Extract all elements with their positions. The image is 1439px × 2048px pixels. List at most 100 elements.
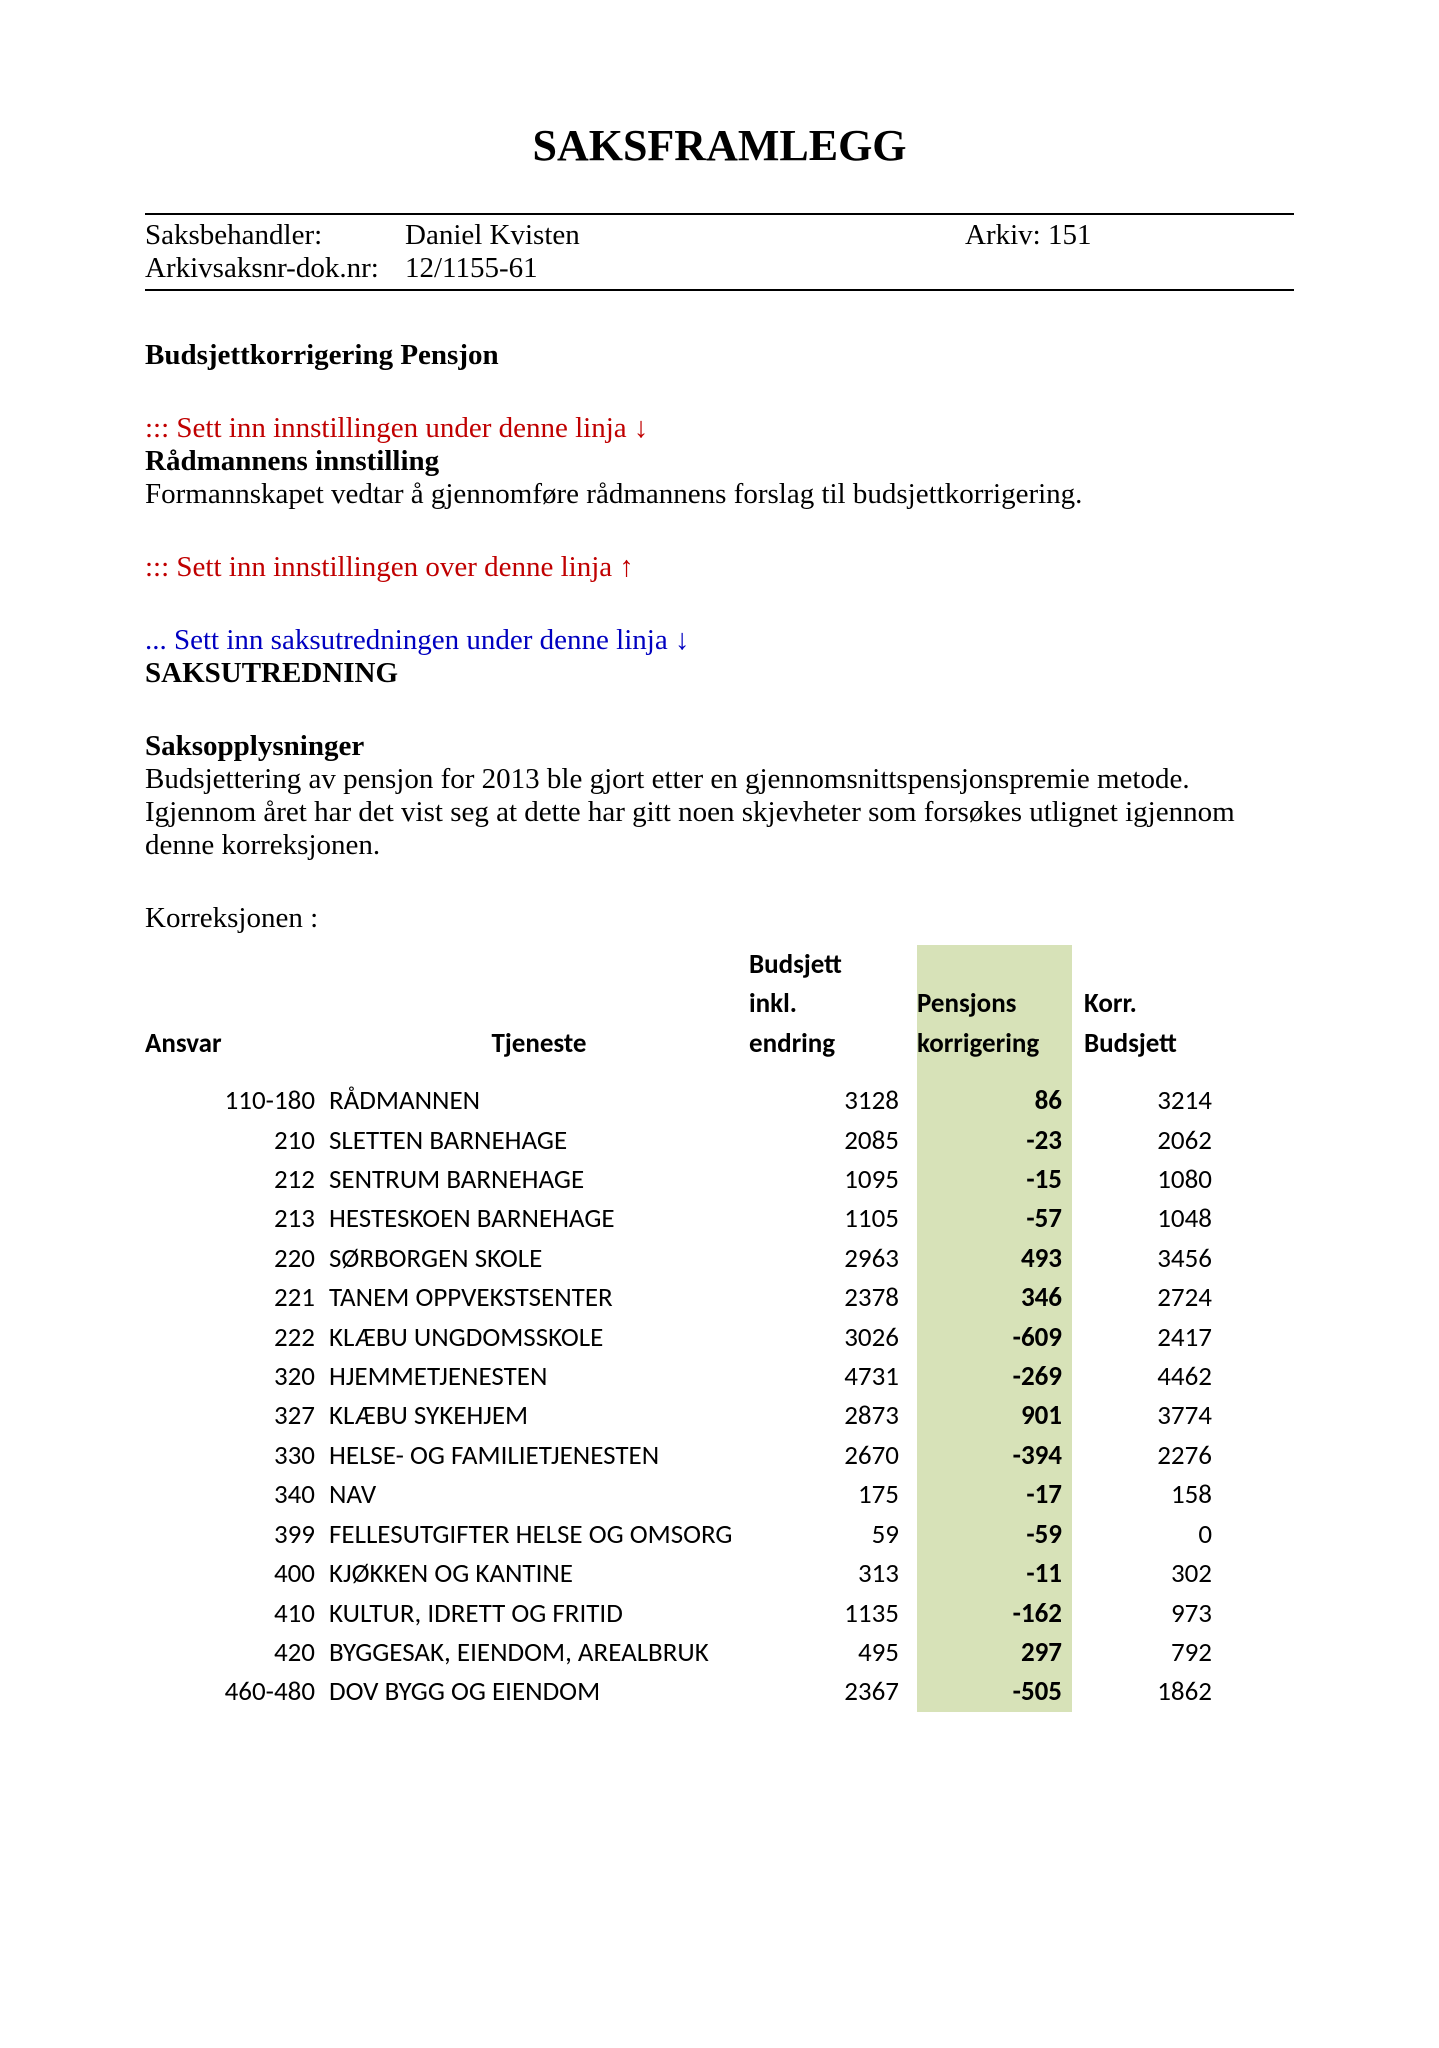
meta-row-1: Saksbehandler: Daniel Kvisten Arkiv: 151	[145, 219, 1294, 252]
raadmann-text: Formannskapet vedtar å gjennomføre rådma…	[145, 478, 1294, 511]
page-title: SAKSFRAMLEGG	[145, 120, 1294, 171]
cell-budsjett: 1095	[749, 1160, 917, 1199]
cell-korr: 2062	[1072, 1121, 1212, 1160]
cell-ansvar: 221	[145, 1278, 329, 1317]
cell-pensjon: 901	[917, 1396, 1072, 1435]
cell-tjeneste: KLÆBU SYKEHJEM	[329, 1396, 749, 1435]
table-row: 220SØRBORGEN SKOLE29634933456	[145, 1239, 1294, 1278]
template-marker-under: ::: Sett inn innstillingen under denne l…	[145, 412, 1294, 445]
cell-korr: 2276	[1072, 1436, 1212, 1475]
cell-pensjon: -505	[917, 1672, 1072, 1711]
table-row: 460-480DOV BYGG OG EIENDOM2367-5051862	[145, 1672, 1294, 1711]
cell-ansvar: 400	[145, 1554, 329, 1593]
cell-budsjett: 4731	[749, 1357, 917, 1396]
cell-tjeneste: SENTRUM BARNEHAGE	[329, 1160, 749, 1199]
cell-korr: 1048	[1072, 1199, 1212, 1238]
hdr-budsjett-l1: Budsjett	[749, 945, 899, 984]
cell-tjeneste: HELSE- OG FAMILIETJENESTEN	[329, 1436, 749, 1475]
cell-pensjon: -609	[917, 1318, 1072, 1357]
table-row: 320HJEMMETJENESTEN4731-2694462	[145, 1357, 1294, 1396]
hdr-korr-l1: Korr.	[1084, 984, 1224, 1023]
cell-korr: 0	[1072, 1515, 1212, 1554]
cell-korr: 792	[1072, 1633, 1212, 1672]
label-saksbehandler: Saksbehandler:	[145, 219, 405, 252]
cell-pensjon: 493	[917, 1239, 1072, 1278]
table-row: 212SENTRUM BARNEHAGE1095-151080	[145, 1160, 1294, 1199]
cell-pensjon: -394	[917, 1436, 1072, 1475]
cell-budsjett: 2670	[749, 1436, 917, 1475]
korreksjonen-label: Korreksjonen :	[145, 902, 1294, 935]
cell-budsjett: 313	[749, 1554, 917, 1593]
cell-pensjon: 86	[917, 1081, 1072, 1120]
cell-tjeneste: SLETTEN BARNEHAGE	[329, 1121, 749, 1160]
cell-ansvar: 327	[145, 1396, 329, 1435]
cell-ansvar: 213	[145, 1199, 329, 1238]
cell-tjeneste: DOV BYGG OG EIENDOM	[329, 1672, 749, 1711]
value-saksbehandler: Daniel Kvisten	[405, 219, 965, 252]
cell-budsjett: 2873	[749, 1396, 917, 1435]
document-page: SAKSFRAMLEGG Saksbehandler: Daniel Kvist…	[0, 0, 1439, 2048]
saksopplysninger-title: Saksopplysninger	[145, 730, 1294, 763]
cell-budsjett: 1105	[749, 1199, 917, 1238]
cell-tjeneste: RÅDMANNEN	[329, 1081, 749, 1120]
cell-ansvar: 320	[145, 1357, 329, 1396]
cell-ansvar: 410	[145, 1594, 329, 1633]
table-row: 330HELSE- OG FAMILIETJENESTEN2670-394227…	[145, 1436, 1294, 1475]
raadmann-title: Rådmannens innstilling	[145, 445, 1294, 478]
hdr-budsjett-l3: endring	[749, 1024, 899, 1063]
cell-ansvar: 220	[145, 1239, 329, 1278]
value-arkivsaksnr: 12/1155-61	[405, 252, 965, 285]
cell-ansvar: 330	[145, 1436, 329, 1475]
hdr-pensjon-l1: Pensjons	[917, 984, 1062, 1023]
cell-pensjon: 346	[917, 1278, 1072, 1317]
table-row: 410KULTUR, IDRETT OG FRITID1135-162973	[145, 1594, 1294, 1633]
cell-ansvar: 212	[145, 1160, 329, 1199]
table-row: 213HESTESKOEN BARNEHAGE1105-571048	[145, 1199, 1294, 1238]
cell-budsjett: 2963	[749, 1239, 917, 1278]
cell-budsjett: 1135	[749, 1594, 917, 1633]
cell-budsjett: 175	[749, 1475, 917, 1514]
cell-korr: 3456	[1072, 1239, 1212, 1278]
cell-tjeneste: FELLESUTGIFTER HELSE OG OMSORG	[329, 1515, 749, 1554]
table-row: 340NAV175-17158	[145, 1475, 1294, 1514]
cell-tjeneste: HESTESKOEN BARNEHAGE	[329, 1199, 749, 1238]
case-meta-box: Saksbehandler: Daniel Kvisten Arkiv: 151…	[145, 213, 1294, 291]
cell-pensjon: -17	[917, 1475, 1072, 1514]
cell-tjeneste: KULTUR, IDRETT OG FRITID	[329, 1594, 749, 1633]
table-header-row: Ansvar Tjeneste Budsjett inkl. endring P…	[145, 945, 1294, 1063]
cell-budsjett: 495	[749, 1633, 917, 1672]
table-row: 222KLÆBU UNGDOMSSKOLE3026-6092417	[145, 1318, 1294, 1357]
cell-korr: 302	[1072, 1554, 1212, 1593]
cell-korr: 3214	[1072, 1081, 1212, 1120]
cell-tjeneste: KJØKKEN OG KANTINE	[329, 1554, 749, 1593]
table-row: 400KJØKKEN OG KANTINE313-11302	[145, 1554, 1294, 1593]
cell-ansvar: 420	[145, 1633, 329, 1672]
label-arkiv: Arkiv: 151	[965, 219, 1294, 252]
table-row: 221TANEM OPPVEKSTSENTER23783462724	[145, 1278, 1294, 1317]
cell-budsjett: 3128	[749, 1081, 917, 1120]
cell-ansvar: 399	[145, 1515, 329, 1554]
table-header-spacer	[145, 1063, 1294, 1081]
table-row: 210SLETTEN BARNEHAGE2085-232062	[145, 1121, 1294, 1160]
hdr-pensjon-l2: korrigering	[917, 1024, 1062, 1063]
meta-row-2: Arkivsaksnr-dok.nr: 12/1155-61	[145, 252, 1294, 285]
cell-budsjett: 59	[749, 1515, 917, 1554]
cell-budsjett: 3026	[749, 1318, 917, 1357]
cell-tjeneste: HJEMMETJENESTEN	[329, 1357, 749, 1396]
template-marker-over: ::: Sett inn innstillingen over denne li…	[145, 551, 1294, 584]
cell-tjeneste: KLÆBU UNGDOMSSKOLE	[329, 1318, 749, 1357]
cell-tjeneste: TANEM OPPVEKSTSENTER	[329, 1278, 749, 1317]
cell-ansvar: 340	[145, 1475, 329, 1514]
cell-korr: 2724	[1072, 1278, 1212, 1317]
cell-korr: 2417	[1072, 1318, 1212, 1357]
cell-pensjon: -162	[917, 1594, 1072, 1633]
cell-korr: 3774	[1072, 1396, 1212, 1435]
cell-pensjon: -15	[917, 1160, 1072, 1199]
cell-budsjett: 2085	[749, 1121, 917, 1160]
table-body: 110-180RÅDMANNEN3128863214210SLETTEN BAR…	[145, 1081, 1294, 1712]
cell-tjeneste: SØRBORGEN SKOLE	[329, 1239, 749, 1278]
hdr-budsjett-l2: inkl.	[749, 984, 899, 1023]
cell-korr: 158	[1072, 1475, 1212, 1514]
saksopplysninger-text-1: Budsjettering av pensjon for 2013 ble gj…	[145, 763, 1294, 796]
cell-pensjon: -11	[917, 1554, 1072, 1593]
